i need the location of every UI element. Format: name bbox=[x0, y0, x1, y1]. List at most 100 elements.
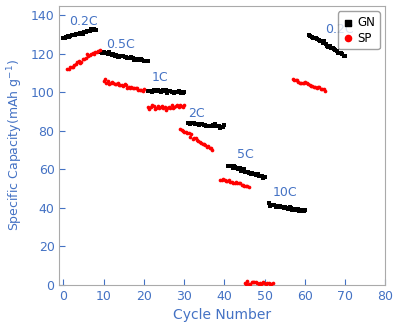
Point bbox=[174, 102, 180, 107]
Point bbox=[191, 120, 197, 126]
Y-axis label: Specific Capacity(mAh g$^{-1}$): Specific Capacity(mAh g$^{-1}$) bbox=[6, 59, 25, 231]
Point bbox=[198, 141, 204, 146]
Point bbox=[190, 136, 196, 142]
Point bbox=[315, 85, 321, 90]
Point bbox=[192, 122, 198, 127]
Point bbox=[285, 206, 291, 212]
Point bbox=[110, 80, 117, 86]
Point bbox=[330, 45, 336, 51]
Point bbox=[157, 89, 164, 94]
Point bbox=[304, 80, 310, 86]
Point bbox=[87, 52, 93, 57]
Point bbox=[124, 56, 130, 61]
Point bbox=[112, 53, 118, 58]
Point bbox=[217, 125, 223, 131]
Point bbox=[243, 183, 249, 188]
Point bbox=[185, 120, 192, 126]
Point bbox=[66, 34, 72, 39]
Point bbox=[334, 49, 340, 54]
Point bbox=[110, 51, 117, 56]
Point bbox=[342, 53, 348, 58]
Point bbox=[256, 173, 262, 178]
Point bbox=[229, 165, 236, 170]
Point bbox=[195, 139, 201, 144]
Point bbox=[219, 124, 225, 129]
Point bbox=[145, 105, 151, 110]
Point bbox=[108, 51, 114, 57]
Point bbox=[103, 81, 110, 86]
Point bbox=[102, 51, 109, 56]
Point bbox=[117, 82, 124, 87]
Point bbox=[214, 123, 221, 129]
Point bbox=[113, 82, 119, 87]
Point bbox=[298, 80, 304, 85]
Point bbox=[331, 46, 337, 51]
Point bbox=[259, 173, 265, 178]
Point bbox=[71, 62, 78, 67]
Point bbox=[177, 126, 184, 131]
Point bbox=[306, 82, 313, 88]
Point bbox=[159, 104, 165, 109]
Point bbox=[296, 209, 302, 214]
Point bbox=[148, 104, 154, 109]
Point bbox=[128, 84, 135, 89]
Point bbox=[231, 164, 237, 169]
Point bbox=[101, 78, 107, 83]
Point bbox=[119, 82, 125, 88]
Point bbox=[130, 55, 136, 61]
Point bbox=[286, 204, 293, 210]
Point bbox=[232, 165, 239, 170]
Point bbox=[238, 182, 245, 187]
Point bbox=[63, 34, 69, 40]
Point bbox=[138, 57, 144, 62]
X-axis label: Cycle Number: Cycle Number bbox=[174, 308, 271, 322]
Point bbox=[246, 170, 253, 175]
Point bbox=[183, 130, 189, 135]
Point bbox=[234, 165, 240, 170]
Point bbox=[312, 84, 318, 89]
Text: 1C: 1C bbox=[152, 71, 169, 84]
Point bbox=[84, 51, 90, 56]
Point bbox=[203, 144, 210, 150]
Point bbox=[60, 35, 67, 41]
Point bbox=[242, 169, 249, 174]
Point bbox=[154, 103, 161, 109]
Point bbox=[80, 57, 86, 62]
Point bbox=[178, 103, 185, 109]
Point bbox=[216, 124, 222, 129]
Point bbox=[202, 122, 208, 128]
Point bbox=[317, 38, 323, 44]
Point bbox=[209, 123, 215, 128]
Point bbox=[168, 102, 175, 108]
Point bbox=[181, 89, 188, 94]
Point bbox=[66, 67, 72, 72]
Point bbox=[81, 30, 88, 35]
Point bbox=[163, 107, 169, 113]
Point bbox=[64, 66, 71, 72]
Point bbox=[135, 88, 142, 93]
Point bbox=[273, 204, 279, 209]
Point bbox=[311, 84, 317, 89]
Point bbox=[219, 177, 225, 183]
Point bbox=[192, 136, 199, 141]
Point bbox=[235, 167, 241, 172]
Point bbox=[178, 128, 185, 133]
Point bbox=[176, 105, 182, 110]
Text: 2C: 2C bbox=[188, 107, 205, 120]
Point bbox=[295, 80, 302, 85]
Point bbox=[341, 53, 347, 58]
Point bbox=[292, 208, 298, 213]
Point bbox=[244, 278, 251, 284]
Point bbox=[135, 57, 142, 63]
Point bbox=[325, 44, 332, 49]
Point bbox=[113, 52, 119, 58]
Point bbox=[270, 280, 276, 285]
Point bbox=[338, 50, 344, 55]
Point bbox=[171, 91, 178, 96]
Point bbox=[152, 87, 158, 92]
Point bbox=[220, 176, 227, 182]
Point bbox=[265, 280, 272, 285]
Point bbox=[97, 48, 103, 53]
Point bbox=[278, 204, 284, 209]
Point bbox=[208, 146, 214, 151]
